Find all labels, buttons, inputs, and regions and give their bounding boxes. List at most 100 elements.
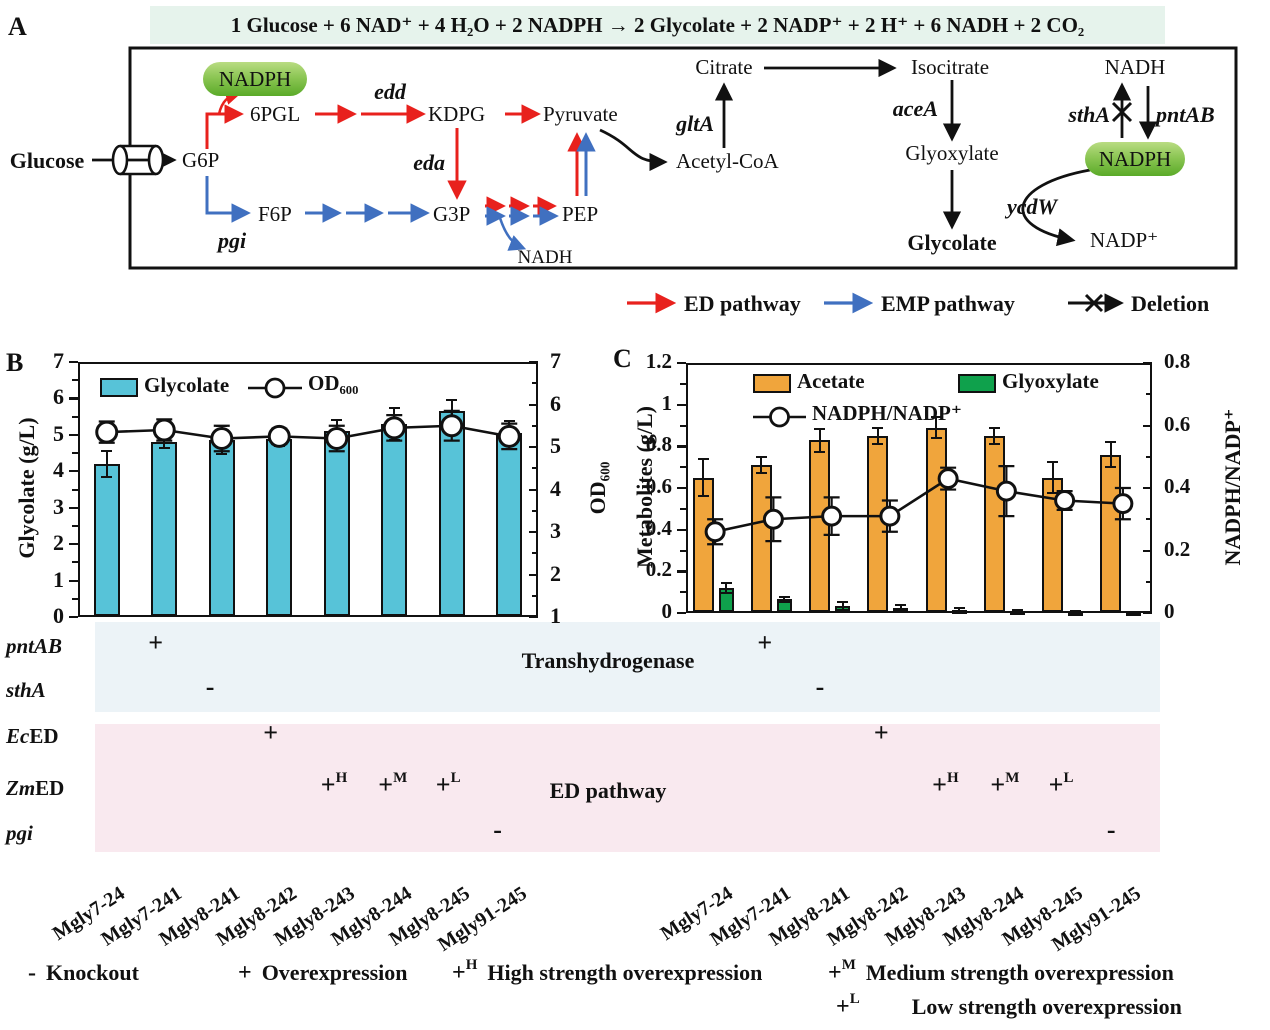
errcap — [953, 610, 965, 613]
errbar-Acetate-2 — [818, 428, 821, 452]
footnote-sign: + — [238, 960, 252, 986]
errcap — [720, 581, 732, 584]
genotype-mark-ZmED-panelB: +M — [378, 770, 422, 800]
deletion-legend-label: Deletion — [1131, 291, 1209, 316]
tick-label-right-B: 7 — [550, 348, 561, 373]
tick-left-B — [69, 397, 78, 400]
footnote-sup: H — [465, 957, 478, 973]
minor-tick-left-B — [72, 488, 78, 491]
mark-sign: - — [815, 672, 825, 701]
node-g6p: G6P — [182, 148, 219, 172]
ed-pathway-legend-label: ED pathway — [684, 291, 801, 316]
minor-tick-left-B — [72, 415, 78, 418]
line-marker-C-1 — [762, 508, 784, 530]
tick-label-left-B: 5 — [53, 420, 64, 446]
legend-label-Glyoxylate: Glyoxylate — [1002, 369, 1099, 393]
g6p-to-f6p-arrow — [205, 176, 251, 223]
footnote-label: Knockout — [46, 960, 139, 985]
errbar-Acetate-5 — [993, 427, 996, 445]
genotype-mark-pgi-panelC: - — [1107, 815, 1151, 845]
tick-left-B — [69, 506, 78, 509]
legend-swatch-Glyoxylate — [958, 374, 996, 393]
minor-tick-left-C — [680, 549, 686, 552]
tick-label-right-C: 0.4 — [1164, 474, 1191, 498]
errcap — [814, 427, 826, 430]
bar-Glycolate-1 — [151, 442, 178, 616]
line-marker-B-5 — [382, 416, 406, 440]
gene-label-italic: pgi — [6, 821, 33, 845]
node-acetyl-coa: Acetyl-CoA — [676, 149, 779, 173]
line-marker-B-4 — [325, 427, 349, 450]
node-nadph-right: NADPH — [1099, 147, 1171, 171]
node-citrate: Citrate — [695, 55, 752, 79]
tick-label-left-B: 7 — [53, 348, 64, 373]
tick-label-right-C: 0.8 — [1164, 349, 1191, 373]
tick-right-B — [529, 573, 538, 576]
footnote-1: + Overexpression — [238, 960, 408, 987]
tick-right-B — [529, 403, 538, 406]
errcap — [503, 420, 515, 422]
nadh-branch-arrow — [498, 217, 527, 251]
errcap — [755, 455, 767, 458]
footnote-sign: + — [452, 960, 466, 986]
genotype-mark-ZmED-panelC: +M — [990, 770, 1034, 800]
tick-label-right-C: 0 — [1164, 599, 1175, 623]
tick-label-left-C: 1.2 — [645, 349, 672, 373]
line-series-B — [95, 409, 521, 453]
legend-line-glyph-C — [753, 406, 806, 428]
errbar-Glyoxylate-4 — [958, 608, 961, 612]
minor-tick-right-B — [532, 424, 538, 427]
line-marker-C-7 — [1112, 493, 1134, 515]
mark-sign: + — [873, 718, 889, 747]
node-pyruvate: Pyruvate — [543, 102, 618, 126]
tick-left-C — [677, 362, 686, 365]
tick-right-C — [1143, 612, 1152, 615]
footnote-label: Overexpression — [261, 960, 408, 985]
errbar-Acetate-7 — [1109, 442, 1112, 468]
tick-left-C — [677, 487, 686, 490]
errcap — [895, 609, 907, 612]
transhydrogenase-group-label: Transhydrogenase — [521, 648, 695, 673]
genotype-mark-ZmED-panelC: +L — [1049, 770, 1093, 800]
enzyme-pntAB: pntAB — [1154, 102, 1215, 127]
mark-sign: + — [148, 628, 164, 657]
mark-sign: + — [435, 770, 451, 799]
gene-label-pgi: pgi — [6, 821, 33, 846]
footnote-label: Medium strength overexpression — [865, 960, 1174, 985]
line-marker-B-3 — [267, 424, 291, 448]
line-marker-B-1 — [152, 418, 176, 442]
node-nadph-left: NADPH — [219, 67, 291, 91]
node-glucose: Glucose — [10, 148, 85, 173]
footnote-label: High strength overexpression — [487, 960, 763, 985]
errcap — [1070, 611, 1082, 614]
minor-tick-left-C — [680, 466, 686, 469]
gene-label-pntAB: pntAB — [6, 634, 62, 659]
errcap — [1047, 460, 1059, 463]
line-series-C — [704, 465, 1134, 546]
legend-label-OD₆₀₀: OD₆₀₀ — [308, 371, 359, 395]
footnote-sign: + — [828, 960, 842, 986]
bar-Glycolate-4 — [323, 431, 350, 616]
bar-Glycolate-6 — [438, 411, 465, 616]
line-marker-B-0 — [95, 420, 119, 444]
errcap — [953, 607, 965, 610]
tick-right-B — [529, 361, 538, 364]
enzyme-aceA: aceA — [893, 96, 938, 121]
mark-sup: M — [393, 770, 408, 786]
tick-label-left-B: 6 — [53, 384, 64, 410]
minor-tick-left-B — [72, 524, 78, 527]
errbar-Acetate-0 — [702, 458, 705, 497]
footnote-sup: M — [841, 957, 856, 973]
gene-label-roman: ED — [35, 776, 65, 800]
minor-tick-left-C — [680, 591, 686, 594]
tick-label-left-C: 0.8 — [645, 432, 672, 457]
genotype-mark-EcED-panelC: + — [874, 718, 918, 748]
errbar-Glycolate-0 — [105, 451, 108, 477]
ed-pathway-band — [95, 724, 1160, 852]
legend-line-glyph-B — [248, 377, 302, 399]
legend-swatch-Glycolate — [100, 378, 138, 397]
gene-label-ZmED: ZmED — [6, 776, 64, 801]
errcap — [1011, 609, 1023, 612]
line-marker-C-4 — [937, 468, 959, 490]
